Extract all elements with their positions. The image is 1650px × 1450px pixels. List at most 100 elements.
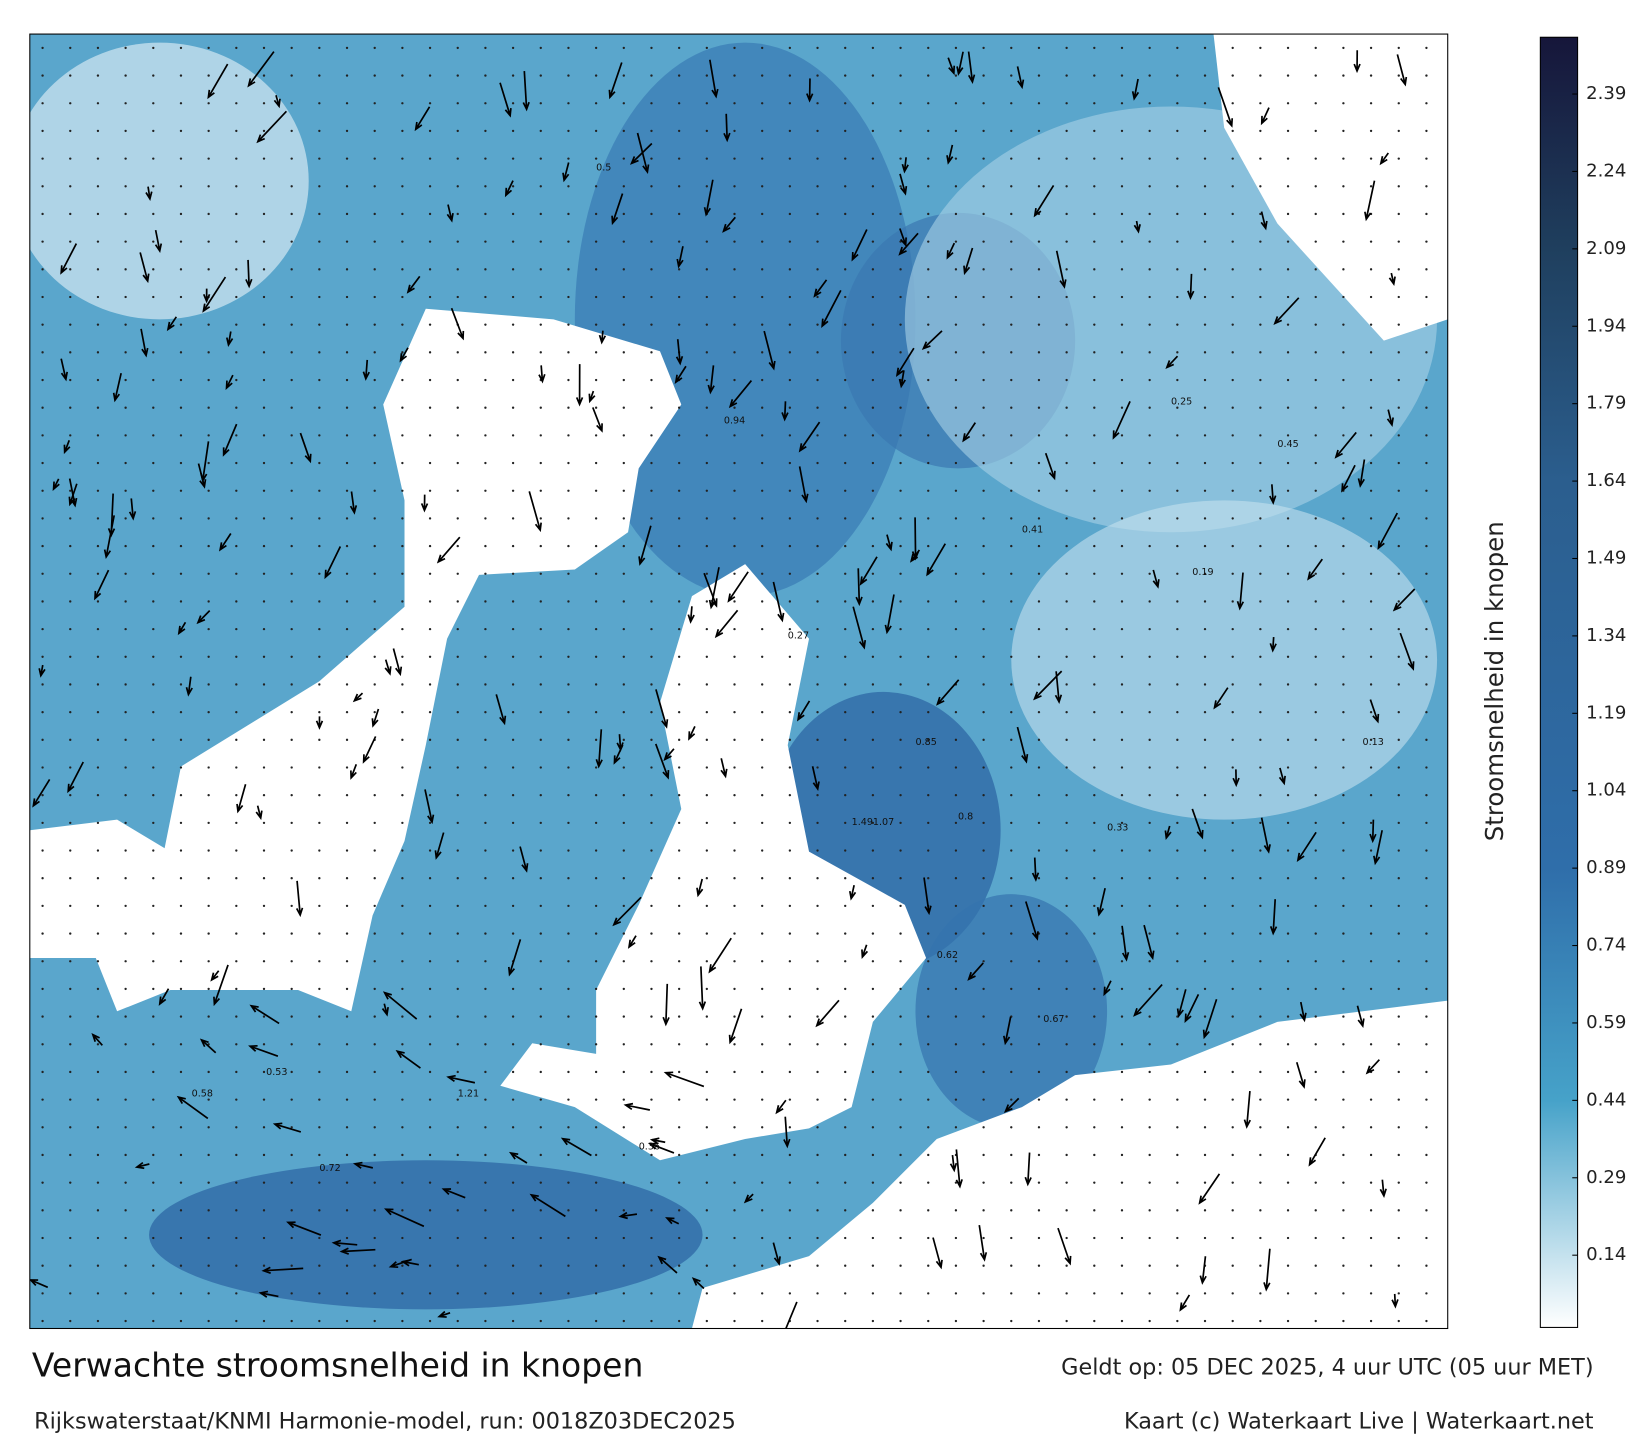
grid-dot — [1342, 1015, 1345, 1018]
grid-dot — [318, 212, 321, 216]
grid-dot — [1120, 461, 1124, 465]
grid-dot — [1203, 655, 1207, 658]
grid-dot — [733, 794, 736, 797]
current-arrow — [1236, 572, 1245, 611]
grid-dot — [428, 46, 432, 50]
grid-dot — [844, 849, 847, 852]
grid-dot — [733, 1236, 736, 1240]
grid-dot — [622, 738, 625, 741]
grid-dot — [622, 987, 625, 991]
grid-dot — [1010, 1153, 1013, 1157]
grid-dot — [1425, 378, 1428, 382]
grid-dot — [179, 821, 183, 825]
grid-dot — [1342, 794, 1345, 797]
current-arrow — [1260, 817, 1271, 854]
grid-dot — [1342, 1043, 1345, 1046]
grid-dot — [1314, 1070, 1317, 1074]
grid-dot — [179, 434, 183, 437]
current-arrow — [962, 422, 977, 443]
grid-dot — [816, 406, 819, 409]
grid-dot — [318, 960, 321, 963]
grid-dot — [1010, 821, 1013, 825]
grid-dot — [401, 1015, 404, 1018]
grid-dot — [899, 1181, 902, 1184]
grid-dot — [733, 1015, 736, 1018]
grid-dot — [373, 323, 376, 326]
grid-dot — [511, 406, 515, 409]
grid-dot — [899, 1319, 902, 1323]
grid-dot — [1010, 1126, 1013, 1129]
grid-dot — [511, 1292, 515, 1295]
grid-dot — [1259, 655, 1262, 658]
credit: Kaart (c) Waterkaart Live | Waterkaart.n… — [1124, 1409, 1594, 1435]
grid-dot — [1369, 434, 1373, 437]
grid-dot — [705, 849, 708, 852]
current-arrow — [1143, 924, 1155, 961]
grid-dot — [290, 489, 293, 492]
grid-dot — [1203, 987, 1207, 991]
grid-dot — [152, 960, 155, 963]
grid-dot — [484, 1070, 487, 1074]
current-arrow — [1308, 1137, 1326, 1167]
grid-dot — [1176, 46, 1179, 50]
grid-dot — [401, 212, 404, 216]
grid-dot — [705, 129, 708, 133]
grid-dot — [594, 461, 598, 465]
grid-dot — [1286, 1098, 1290, 1101]
grid-dot — [899, 1098, 902, 1101]
grid-dot — [1010, 987, 1013, 991]
grid-dot — [96, 683, 100, 686]
grid-dot — [1397, 821, 1400, 825]
grid-dot — [567, 46, 570, 50]
grid-dot — [954, 544, 958, 548]
grid-dot — [982, 1015, 985, 1018]
grid-dot — [1286, 655, 1290, 658]
grid-dot — [1120, 1181, 1124, 1184]
grid-dot — [41, 102, 44, 105]
grid-dot — [650, 212, 653, 216]
grid-dot — [927, 129, 930, 133]
grid-dot — [428, 1070, 432, 1074]
grid-dot — [373, 1070, 376, 1074]
grid-dot — [594, 683, 598, 686]
grid-dot — [511, 627, 515, 631]
grid-dot — [594, 240, 598, 243]
grid-dot — [761, 960, 764, 963]
grid-dot — [41, 1236, 44, 1240]
grid-dot — [1065, 849, 1068, 852]
grid-dot — [484, 683, 487, 686]
grid-dot — [345, 517, 349, 520]
grid-dot — [567, 600, 570, 603]
grid-dot — [954, 877, 958, 880]
grid-dot — [1093, 544, 1096, 548]
grid-dot — [69, 960, 72, 963]
grid-dot — [1203, 268, 1207, 271]
grid-dot — [567, 378, 570, 382]
grid-dot — [41, 1292, 44, 1295]
grid-dot — [179, 185, 183, 188]
grid-dot — [650, 710, 653, 714]
grid-dot — [1093, 185, 1096, 188]
grid-dot — [761, 1264, 764, 1267]
grid-dot — [41, 600, 44, 603]
current-arrow — [899, 173, 908, 196]
current-arrow — [921, 330, 943, 351]
grid-dot — [1397, 1070, 1400, 1074]
grid-dot — [677, 489, 681, 492]
grid-dot — [1231, 157, 1234, 160]
current-arrow — [859, 556, 878, 586]
grid-dot — [1120, 766, 1124, 769]
grid-dot — [1397, 877, 1400, 880]
grid-dot — [733, 1292, 736, 1295]
current-arrow — [813, 279, 828, 298]
grid-dot — [69, 904, 72, 908]
current-arrow — [1165, 355, 1179, 370]
current-arrow — [1369, 699, 1380, 724]
grid-dot — [1342, 738, 1345, 741]
valid-time: Geldt op: 05 DEC 2025, 4 uur UTC (05 uur… — [1061, 1354, 1593, 1380]
grid-dot — [1231, 240, 1234, 243]
grid-dot — [733, 74, 736, 77]
grid-dot — [1369, 157, 1373, 160]
grid-dot — [511, 987, 515, 991]
grid-dot — [290, 738, 293, 741]
